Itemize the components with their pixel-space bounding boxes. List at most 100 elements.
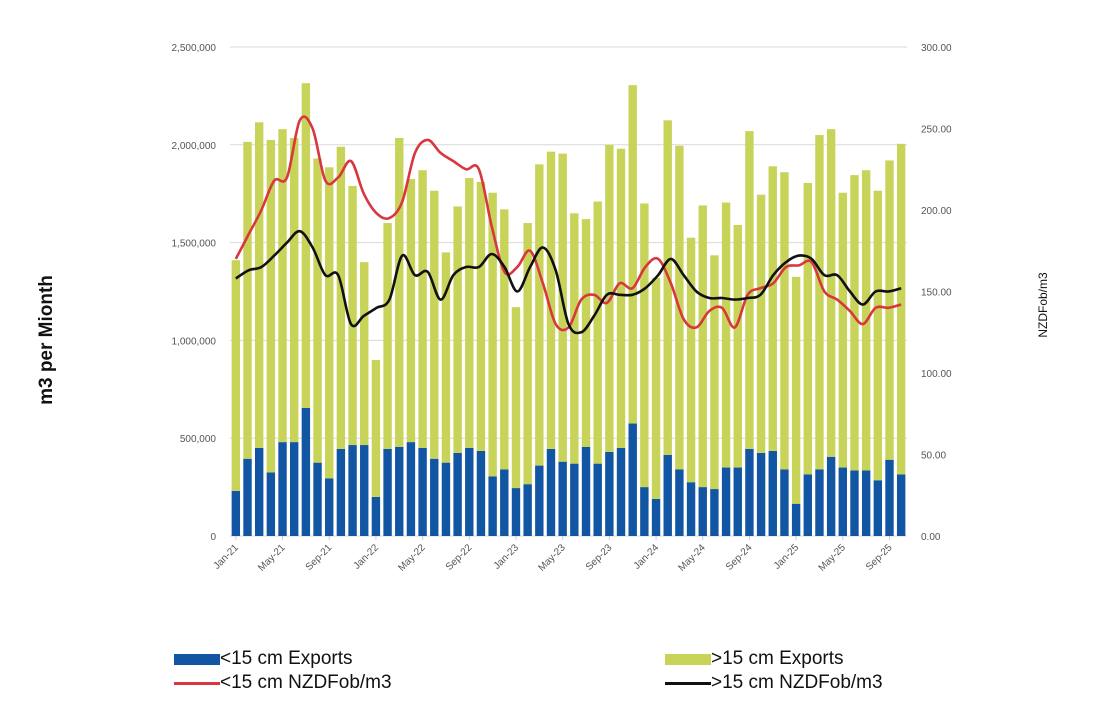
bar-small-exports (535, 465, 544, 536)
bar-small-exports (430, 458, 439, 536)
x-tick-label: May-25 (817, 542, 849, 574)
bar-small-exports (500, 469, 509, 536)
bar-small-exports (710, 489, 719, 536)
bar-small-exports (721, 467, 731, 536)
y2-tick-label: 0.00 (921, 532, 941, 543)
bar-large-exports (546, 151, 556, 449)
bar-small-exports (523, 484, 532, 536)
x-tick-label: Jan-23 (492, 542, 522, 572)
bar-large-exports (698, 205, 707, 488)
y-axis-right-label: NZDFob/m3 (1036, 272, 1050, 338)
bar-small-exports (558, 461, 567, 536)
x-tick-label: Sep-24 (724, 542, 755, 573)
legend-label: >15 cm Exports (711, 648, 844, 669)
bar-small-exports (651, 498, 661, 536)
bar-large-exports (768, 166, 777, 451)
y2-tick-label: 100.00 (921, 369, 952, 380)
line-large-price (235, 229, 902, 335)
x-tick-label: May-22 (396, 542, 428, 574)
bar-large-exports (791, 276, 801, 504)
y2-tick-label: 200.00 (921, 206, 952, 217)
bar-large-exports (803, 182, 812, 475)
bar-large-exports (651, 277, 661, 499)
bar-large-exports (336, 146, 346, 449)
y2-tick-label: 250.00 (921, 125, 952, 136)
legend-label: <15 cm Exports (220, 648, 353, 669)
bar-small-exports (850, 470, 859, 536)
bar-large-exports (523, 223, 532, 485)
bar-large-exports (441, 252, 451, 463)
bar-small-exports (231, 491, 241, 536)
bar-small-exports (418, 447, 427, 536)
bar-large-exports (535, 164, 544, 466)
x-tick-label: Sep-25 (864, 542, 895, 573)
bar-large-exports (500, 209, 509, 470)
bar-small-exports (406, 442, 416, 536)
bar-large-exports (313, 158, 322, 463)
bar-large-exports (686, 237, 696, 483)
bar-large-exports (721, 202, 731, 468)
bar-large-exports (885, 160, 894, 460)
bar-large-exports (815, 135, 824, 470)
bar-large-exports (371, 359, 381, 497)
bars (231, 83, 906, 536)
bar-large-exports (511, 307, 521, 489)
bar-large-exports (383, 223, 392, 449)
x-tick-label: May-23 (536, 542, 568, 574)
lines (234, 115, 902, 335)
bar-large-exports (254, 122, 264, 448)
bar-large-exports (628, 85, 637, 424)
bar-small-exports (570, 463, 579, 536)
bar-small-exports (395, 447, 404, 536)
bar-large-exports (453, 206, 462, 453)
bar-small-exports (896, 474, 906, 536)
y-axis-left-label: m3 per Mionth (36, 275, 57, 405)
bar-large-exports (873, 190, 883, 481)
bar-small-exports (745, 448, 754, 536)
bar-small-exports (243, 458, 252, 536)
bar-small-exports (254, 447, 264, 536)
bar-large-exports (289, 137, 299, 443)
bar-large-exports (570, 213, 579, 464)
bar-small-exports (605, 451, 614, 536)
bar-small-exports (301, 407, 311, 536)
bar-large-exports (325, 167, 334, 479)
y-tick-label: 1,500,000 (172, 239, 217, 250)
bar-small-exports (628, 423, 637, 536)
bar-small-exports (336, 448, 346, 536)
bar-small-exports (616, 447, 626, 536)
bar-small-exports (815, 469, 824, 536)
bar-small-exports (360, 445, 369, 536)
bar-small-exports (663, 454, 672, 536)
bar-small-exports (640, 487, 649, 536)
bar-small-exports (838, 467, 848, 536)
bar-large-exports (745, 131, 754, 449)
bar-large-exports (476, 181, 486, 451)
y-tick-label: 1,000,000 (172, 336, 217, 347)
bar-small-exports (278, 442, 287, 536)
legend-label: <15 cm NZDFob/m3 (220, 672, 392, 693)
bar-large-exports (406, 179, 416, 443)
bar-small-exports (826, 456, 836, 536)
bar-small-exports (873, 480, 883, 536)
bar-large-exports (278, 129, 287, 443)
bar-small-exports (441, 462, 451, 536)
bar-small-exports (675, 469, 684, 536)
legend-swatch (174, 681, 220, 685)
bar-large-exports (558, 153, 567, 462)
bar-large-exports (640, 203, 649, 488)
bar-small-exports (289, 442, 299, 536)
legend-swatch (665, 653, 711, 665)
bar-small-exports (488, 476, 497, 536)
bar-large-exports (733, 224, 742, 468)
bar-large-exports (266, 139, 276, 473)
bar-large-exports (850, 175, 859, 471)
y2-tick-label: 50.00 (921, 451, 946, 462)
bar-large-exports (896, 143, 906, 475)
bar-large-exports (616, 148, 626, 448)
y-axis-left-ticks: 0 500,000 1,000,000 1,500,000 2,000,000 2,500… (172, 43, 217, 543)
bar-small-exports (756, 452, 766, 536)
legend-item-large-exports: >15 cm Exports (665, 648, 844, 670)
bar-small-exports (581, 447, 591, 536)
